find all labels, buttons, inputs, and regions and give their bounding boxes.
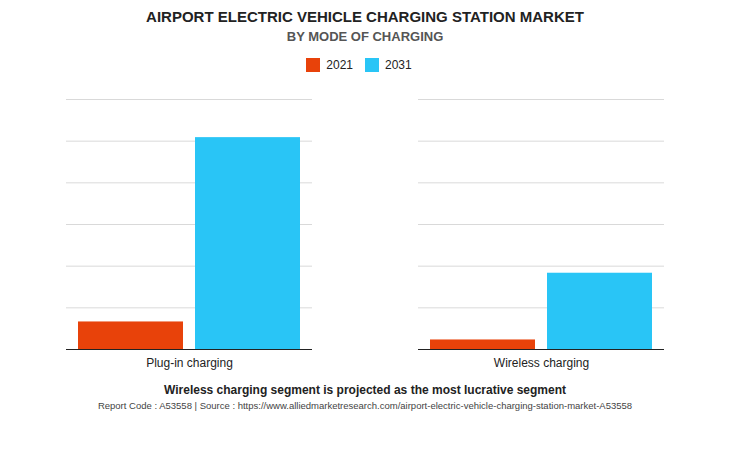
svg-text:Plug-in charging: Plug-in charging xyxy=(146,356,233,370)
html-text:2031: 2031 xyxy=(385,57,412,72)
html-text:2021: 2021 xyxy=(326,57,353,72)
svg-text:Wireless charging: Wireless charging xyxy=(494,356,589,370)
html-text:AIRPORT ELECTRIC VEHICLE CHARG: AIRPORT ELECTRIC VEHICLE CHARGING STATIO… xyxy=(146,8,584,25)
html-text:BY MODE OF CHARGING: BY MODE OF CHARGING xyxy=(286,29,444,44)
html-text:Report Code : A53558 | Source: Report Code : A53558 | Source : https://… xyxy=(97,400,633,411)
html-text:Wireless charging segment is p: Wireless charging segment is projected a… xyxy=(164,383,566,397)
